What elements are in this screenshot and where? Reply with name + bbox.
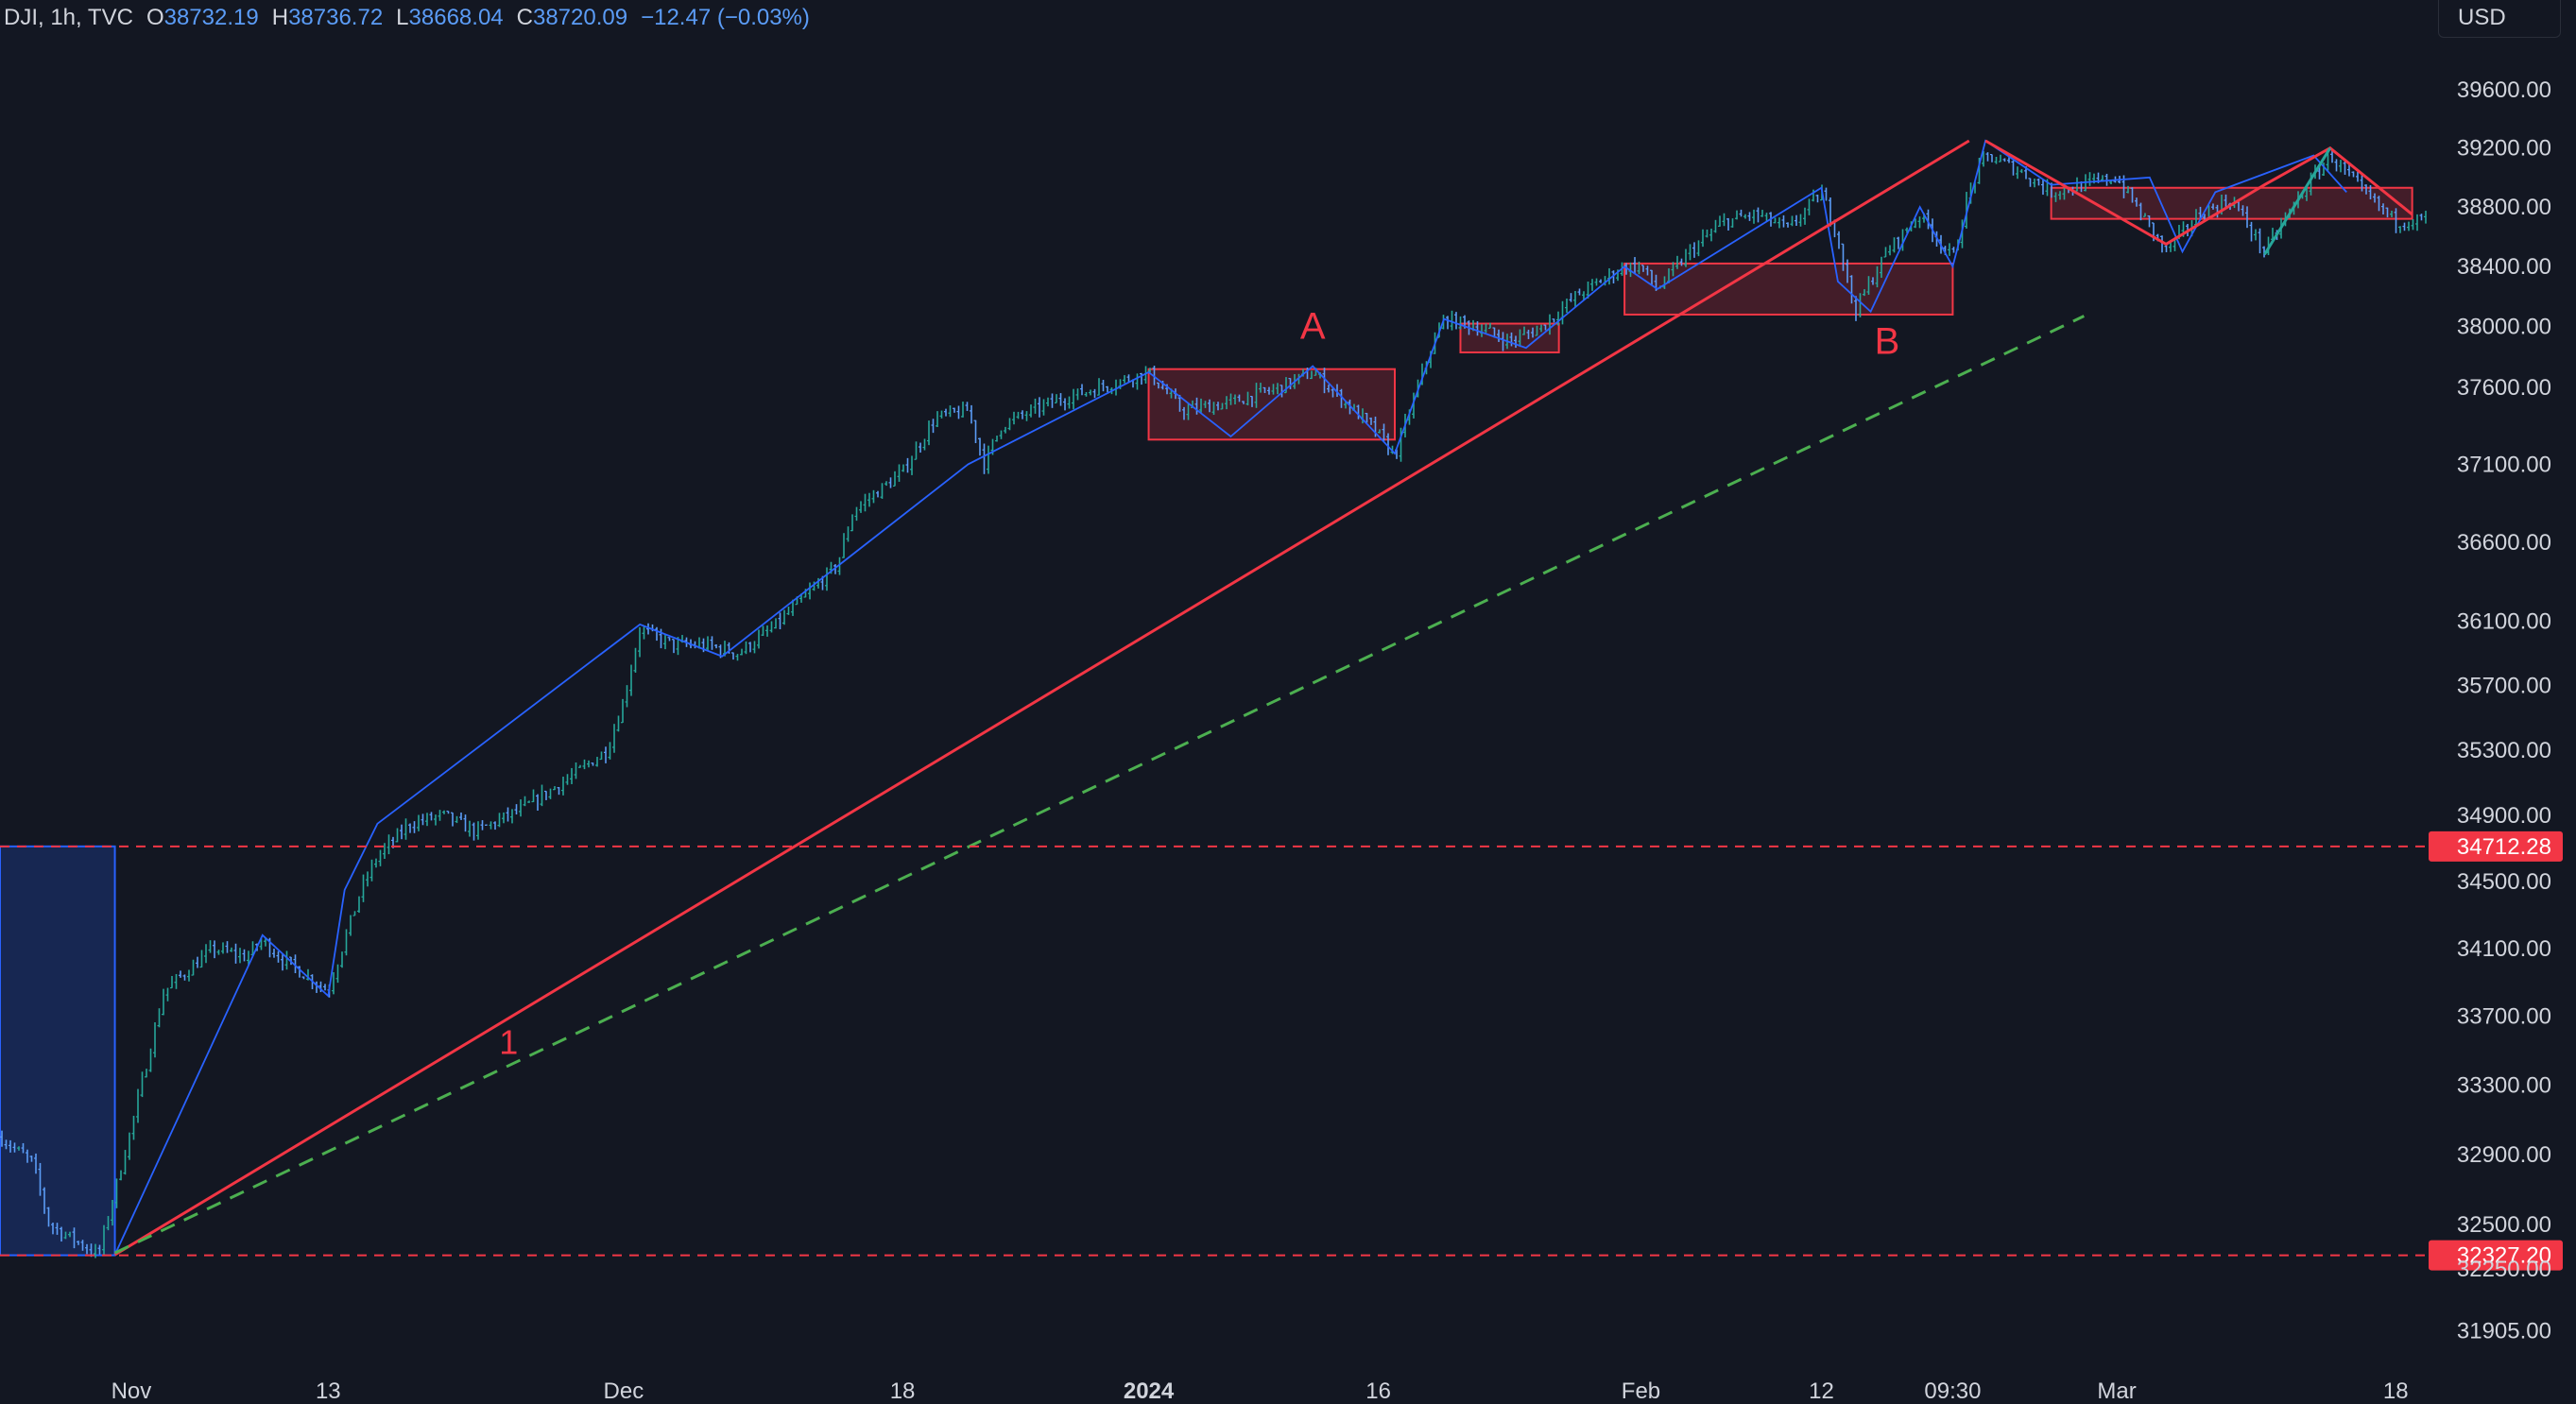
price-axis-label: 38000.00 [2457, 315, 2551, 340]
price-axis-label: 35700.00 [2457, 673, 2551, 698]
label-a: A [1300, 306, 1326, 348]
time-axis-label: 18 [890, 1378, 916, 1404]
price-axis-label: 36100.00 [2457, 609, 2551, 635]
close-label: C [516, 5, 533, 30]
price-axis-label: 38400.00 [2457, 254, 2551, 280]
price-axis-label: 32500.00 [2457, 1212, 2551, 1238]
label-1: 1 [499, 1023, 518, 1062]
open-value: 38732.19 [163, 5, 259, 30]
box-b [1623, 262, 1954, 316]
high-value: 38736.72 [288, 5, 384, 30]
time-axis-label: 09:30 [1924, 1378, 1981, 1404]
price-axis-label: 32250.00 [2457, 1257, 2551, 1282]
horizontal-lines-layer: 34712.28 32327.20 [0, 830, 2563, 1271]
currency-button[interactable]: USD [2438, 0, 2561, 38]
close-value: 38720.09 [532, 5, 628, 30]
time-axis-label: 13 [316, 1378, 341, 1404]
red-trendline [113, 139, 1970, 1257]
box-a [1147, 368, 1397, 441]
price-axis-label: 34900.00 [2457, 803, 2551, 829]
change-value: −12.47 (−0.03%) [641, 5, 810, 30]
label-b: B [1875, 321, 1900, 363]
red-wave [1984, 139, 2413, 247]
price-tag-label: 34712.28 [2457, 834, 2551, 860]
price-axis-label: 39600.00 [2457, 77, 2551, 103]
price-axis-label: 37600.00 [2457, 375, 2551, 401]
drawing-lines-layer [113, 139, 2413, 1257]
time-axis-label: 2024 [1124, 1378, 1175, 1404]
high-label: H [271, 5, 289, 30]
open-label: O [146, 5, 164, 30]
time-axis: Nov 13 Dec 18 2024 16 Feb 12 09:30 Mar 18 [112, 1378, 2409, 1404]
left-box-layer [0, 845, 116, 1257]
box-small [1459, 322, 1560, 353]
time-axis-label: Mar [2097, 1378, 2136, 1404]
price-axis-label: 32900.00 [2457, 1142, 2551, 1168]
price-tag [2429, 1240, 2563, 1271]
legend-header: DJI, 1h, TVC O 38732.19 H 38736.72 L 38668.… [4, 2, 810, 34]
price-axis-label: 39200.00 [2457, 136, 2551, 162]
price-axis: 39600.00 39200.00 38800.00 38400.00 38000.00… [2457, 77, 2551, 1344]
low-label: L [396, 5, 409, 30]
left-blue-box [0, 845, 116, 1257]
price-axis-label: 36600.00 [2457, 530, 2551, 556]
price-axis-label: 34100.00 [2457, 936, 2551, 962]
candles-layer [0, 150, 2427, 1258]
price-axis-label: 33300.00 [2457, 1072, 2551, 1098]
time-axis-label: 16 [1365, 1378, 1391, 1404]
price-tag-label: 32327.20 [2457, 1243, 2551, 1269]
price-axis-label: 35300.00 [2457, 738, 2551, 763]
time-axis-label: Feb [1622, 1378, 1660, 1404]
text-labels-layer: A B 1 [499, 306, 1899, 1062]
teal-wave [2263, 146, 2332, 256]
time-axis-label: 12 [1809, 1378, 1834, 1404]
price-axis-label: 31905.00 [2457, 1318, 2551, 1344]
price-axis-label: 37100.00 [2457, 452, 2551, 477]
green-dashed-trendline [113, 315, 2085, 1255]
low-value: 38668.04 [408, 5, 504, 30]
time-axis-label: 18 [2383, 1378, 2409, 1404]
price-axis-label: 34500.00 [2457, 869, 2551, 895]
time-axis-label: Dec [604, 1378, 644, 1404]
price-axis-label: 38800.00 [2457, 195, 2551, 220]
symbol-title: DJI, 1h, TVC [4, 5, 133, 30]
price-axis-label: 33700.00 [2457, 1004, 2551, 1030]
time-axis-label: Nov [112, 1378, 152, 1404]
blue-wave [113, 139, 2347, 1256]
price-tag [2429, 830, 2563, 862]
